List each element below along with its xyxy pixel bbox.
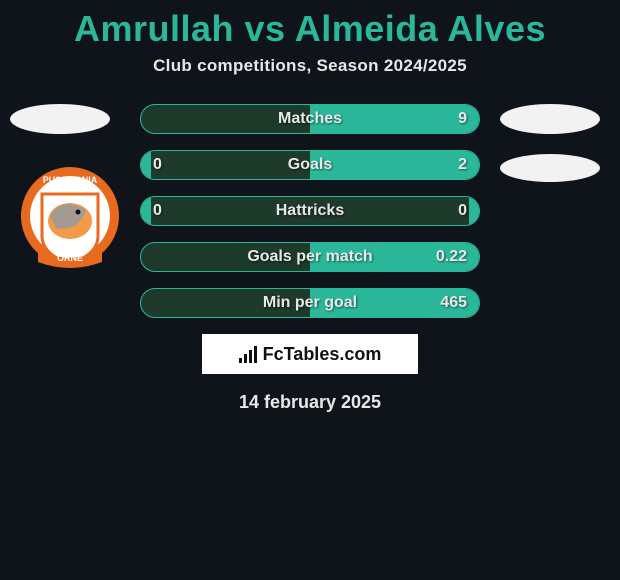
player-right-avatar: [500, 104, 600, 134]
stat-label: Hattricks: [197, 202, 423, 220]
stat-label: Matches: [197, 110, 423, 128]
stat-value-left: 0: [141, 202, 197, 220]
stat-label: Min per goal: [197, 294, 423, 312]
stat-row: Goals per match0.22: [140, 242, 480, 272]
stat-value-right: 2: [423, 156, 479, 174]
stat-row: Matches9: [140, 104, 480, 134]
club-banner-text: ORNE: [57, 253, 83, 263]
stat-row: 0Hattricks0: [140, 196, 480, 226]
stat-value-right: 0: [423, 202, 479, 220]
site-badge-icon: [239, 345, 257, 363]
subtitle: Club competitions, Season 2024/2025: [0, 56, 620, 76]
comparison-panel: PUSAMANIA ORNE Matches90Goals20Hattricks…: [0, 104, 620, 413]
site-badge-label: FcTables.com: [263, 344, 382, 365]
player-left-club-badge: PUSAMANIA ORNE: [20, 166, 120, 276]
stat-value-right: 465: [423, 294, 479, 312]
stat-row: 0Goals2: [140, 150, 480, 180]
stat-value-left: 0: [141, 156, 197, 174]
stat-label: Goals per match: [197, 248, 423, 266]
stat-rows: Matches90Goals20Hattricks0Goals per matc…: [140, 104, 480, 318]
stat-row: Min per goal465: [140, 288, 480, 318]
player-right-club-avatar: [500, 154, 600, 182]
date-label: 14 february 2025: [0, 392, 620, 413]
player-left-avatar: [10, 104, 110, 134]
svg-text:PUSAMANIA: PUSAMANIA: [43, 175, 98, 185]
stat-value-right: 0.22: [423, 248, 479, 266]
stat-value-right: 9: [423, 110, 479, 128]
stat-label: Goals: [197, 156, 423, 174]
site-badge: FcTables.com: [202, 334, 418, 374]
page-title: Amrullah vs Almeida Alves: [0, 0, 620, 50]
